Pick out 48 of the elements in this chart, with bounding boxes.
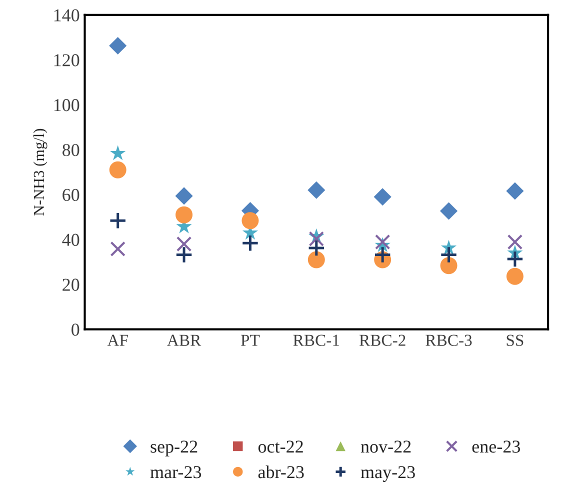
- x-tick-label: PT: [240, 334, 260, 346]
- point: [374, 188, 392, 206]
- point: [241, 234, 260, 252]
- point: [374, 234, 390, 250]
- legend-label: nov-22: [360, 440, 411, 453]
- x-tick-label: RBC-3: [426, 334, 472, 346]
- point: [109, 161, 126, 178]
- point: [110, 241, 126, 257]
- legend-label: ene-23: [472, 440, 520, 453]
- point: [506, 268, 524, 285]
- point: [506, 182, 524, 200]
- y-tick-label: 100: [54, 99, 80, 112]
- x-tick-label: RBC-2: [359, 334, 406, 346]
- legend-label: oct-22: [258, 440, 303, 453]
- y-axis-title: N-NH3 (mg/l): [33, 128, 48, 216]
- point: [440, 246, 458, 264]
- y-tick-label: 40: [62, 234, 80, 246]
- point: [308, 231, 324, 246]
- x-tick-label: AF: [107, 334, 128, 346]
- point: [308, 181, 326, 199]
- point: [308, 239, 326, 257]
- x-tick-label: RBC-1: [293, 334, 340, 346]
- point: [440, 202, 458, 220]
- legend-label: mar-23: [150, 466, 202, 478]
- y-tick-label: 80: [62, 144, 80, 156]
- y-tick-label: 60: [62, 188, 80, 202]
- x-tick-label: ABR: [167, 334, 202, 346]
- y-tick-label: 0: [72, 324, 80, 336]
- point: [176, 236, 192, 252]
- y-tick-label: 140: [54, 9, 80, 22]
- point: [175, 187, 193, 205]
- y-tick-label: 20: [62, 278, 80, 291]
- point: [507, 234, 523, 250]
- point: [374, 246, 392, 264]
- legend-label: may-23: [360, 466, 415, 482]
- point: [110, 145, 126, 160]
- x-tick-label: SS: [506, 334, 524, 346]
- y-tick-label: 120: [54, 54, 80, 66]
- point: [308, 251, 325, 268]
- point: [108, 212, 127, 230]
- point: [242, 212, 259, 230]
- legend-label: sep-22: [150, 440, 198, 456]
- point: [506, 250, 524, 268]
- point: [176, 206, 193, 224]
- point: [109, 36, 127, 55]
- legend-label: abr-23: [258, 466, 304, 478]
- point: [440, 257, 458, 274]
- point: [175, 246, 193, 264]
